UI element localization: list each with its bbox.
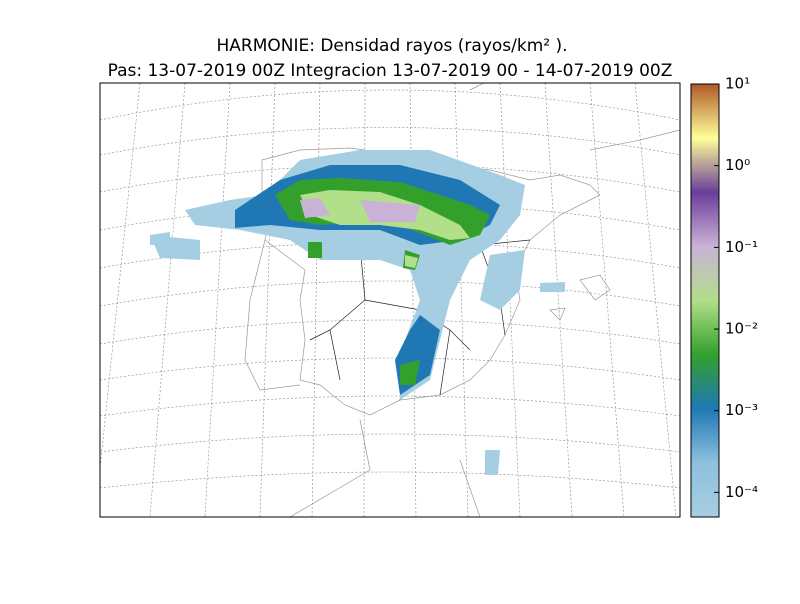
colorbar-tick-label: 10⁻² [725, 320, 758, 338]
subtitle: Pas: 13-07-2019 00Z Integracion 13-07-20… [108, 61, 673, 81]
colorbar-tick-label: 10⁻³ [725, 401, 758, 419]
colorbar-tick-label: 10⁻⁴ [725, 483, 758, 501]
colorbar-tick-label: 10⁻¹ [725, 238, 758, 256]
colorbar [690, 83, 720, 518]
title: HARMONIE: Densidad rayos (rayos/km² ). [216, 36, 567, 56]
map [99, 82, 681, 518]
graticule [100, 83, 680, 517]
coastline-outer [244, 83, 680, 517]
coastline [261, 147, 601, 416]
map-frame [99, 82, 681, 518]
density-field [150, 150, 565, 475]
colorbar-tick-label: 10⁰ [725, 156, 750, 174]
colorbar-tick-label: 10¹ [725, 75, 750, 93]
